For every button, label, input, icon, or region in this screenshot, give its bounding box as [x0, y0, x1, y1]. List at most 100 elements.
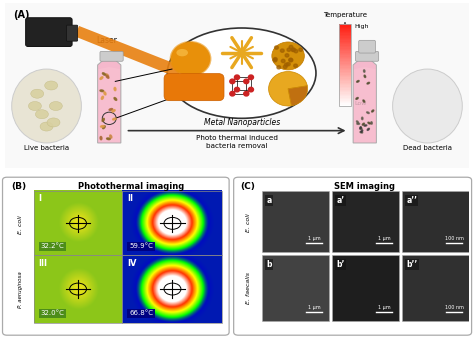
Circle shape	[281, 49, 284, 52]
Circle shape	[287, 48, 291, 51]
Ellipse shape	[371, 122, 372, 124]
Text: a: a	[266, 196, 272, 205]
Circle shape	[248, 87, 254, 92]
Bar	[339, 57, 351, 58]
Text: 66.8°C: 66.8°C	[129, 310, 153, 316]
Text: II: II	[127, 194, 133, 204]
FancyBboxPatch shape	[66, 25, 78, 41]
FancyBboxPatch shape	[2, 1, 472, 170]
Ellipse shape	[106, 74, 109, 76]
Bar	[339, 36, 351, 38]
Ellipse shape	[360, 127, 361, 129]
Circle shape	[244, 79, 249, 84]
Bar	[262, 255, 329, 321]
Circle shape	[277, 66, 281, 69]
Bar	[339, 69, 351, 70]
Ellipse shape	[171, 42, 210, 75]
Bar	[339, 87, 351, 88]
Ellipse shape	[45, 81, 58, 90]
Ellipse shape	[357, 123, 360, 124]
Bar	[339, 51, 351, 53]
Bar	[339, 65, 351, 66]
Ellipse shape	[102, 118, 104, 121]
FancyBboxPatch shape	[164, 73, 224, 101]
Text: a’’: a’’	[406, 196, 417, 205]
Circle shape	[292, 48, 295, 51]
Circle shape	[289, 45, 293, 49]
Ellipse shape	[170, 41, 211, 76]
Ellipse shape	[364, 125, 367, 126]
Ellipse shape	[100, 77, 103, 80]
Text: P. aeruginosa: P. aeruginosa	[18, 272, 23, 308]
Ellipse shape	[31, 89, 44, 98]
Ellipse shape	[28, 101, 41, 111]
Bar	[34, 191, 122, 255]
Bar	[339, 39, 351, 40]
Ellipse shape	[49, 101, 63, 111]
Bar	[339, 70, 351, 72]
Circle shape	[230, 79, 235, 84]
Bar	[122, 191, 222, 255]
Bar	[339, 98, 351, 99]
Ellipse shape	[367, 82, 370, 84]
Ellipse shape	[360, 131, 363, 133]
Ellipse shape	[104, 92, 106, 95]
Ellipse shape	[113, 118, 116, 120]
Text: Laser: Laser	[97, 36, 118, 45]
Bar	[339, 49, 351, 50]
Ellipse shape	[100, 90, 104, 92]
Bar	[339, 79, 351, 80]
Text: Live bacteria: Live bacteria	[24, 145, 69, 151]
Polygon shape	[354, 67, 375, 142]
Ellipse shape	[100, 126, 104, 127]
Ellipse shape	[363, 100, 365, 102]
Ellipse shape	[368, 122, 370, 124]
Bar	[339, 32, 351, 33]
Ellipse shape	[107, 138, 110, 140]
Text: 59.9°C: 59.9°C	[129, 243, 153, 249]
Text: E. coli: E. coli	[246, 213, 251, 232]
Bar	[339, 43, 351, 44]
Ellipse shape	[367, 128, 369, 130]
Bar	[339, 50, 351, 51]
Bar	[339, 80, 351, 81]
Circle shape	[284, 63, 288, 66]
Bar	[339, 83, 351, 84]
Text: E. faecalis: E. faecalis	[246, 272, 251, 304]
Bar	[339, 95, 351, 96]
Bar	[339, 94, 351, 95]
Bar	[339, 28, 351, 29]
Bar	[339, 33, 351, 35]
Wedge shape	[269, 71, 307, 106]
Ellipse shape	[167, 28, 316, 118]
Bar	[339, 100, 351, 102]
Bar	[34, 255, 122, 323]
Bar	[339, 81, 351, 83]
Ellipse shape	[103, 126, 105, 129]
Text: Dead bacteria: Dead bacteria	[403, 145, 452, 151]
Bar	[339, 25, 351, 27]
Text: (B): (B)	[11, 182, 27, 191]
Bar	[339, 29, 351, 31]
Ellipse shape	[392, 69, 462, 143]
Bar	[332, 255, 399, 321]
FancyBboxPatch shape	[2, 177, 229, 335]
Ellipse shape	[12, 69, 82, 143]
Bar	[339, 73, 351, 74]
Bar	[339, 27, 351, 28]
Bar	[339, 54, 351, 55]
Ellipse shape	[100, 136, 102, 140]
Bar	[339, 77, 351, 79]
Circle shape	[285, 54, 289, 57]
Bar	[339, 62, 351, 64]
Bar	[339, 42, 351, 43]
Ellipse shape	[112, 110, 115, 112]
Text: SEM imaging: SEM imaging	[334, 182, 395, 191]
Bar	[401, 191, 469, 252]
Ellipse shape	[356, 97, 358, 99]
Text: 32.0°C: 32.0°C	[40, 310, 64, 316]
Circle shape	[299, 48, 302, 51]
Bar	[339, 66, 351, 68]
Circle shape	[294, 50, 298, 53]
Polygon shape	[353, 59, 376, 143]
